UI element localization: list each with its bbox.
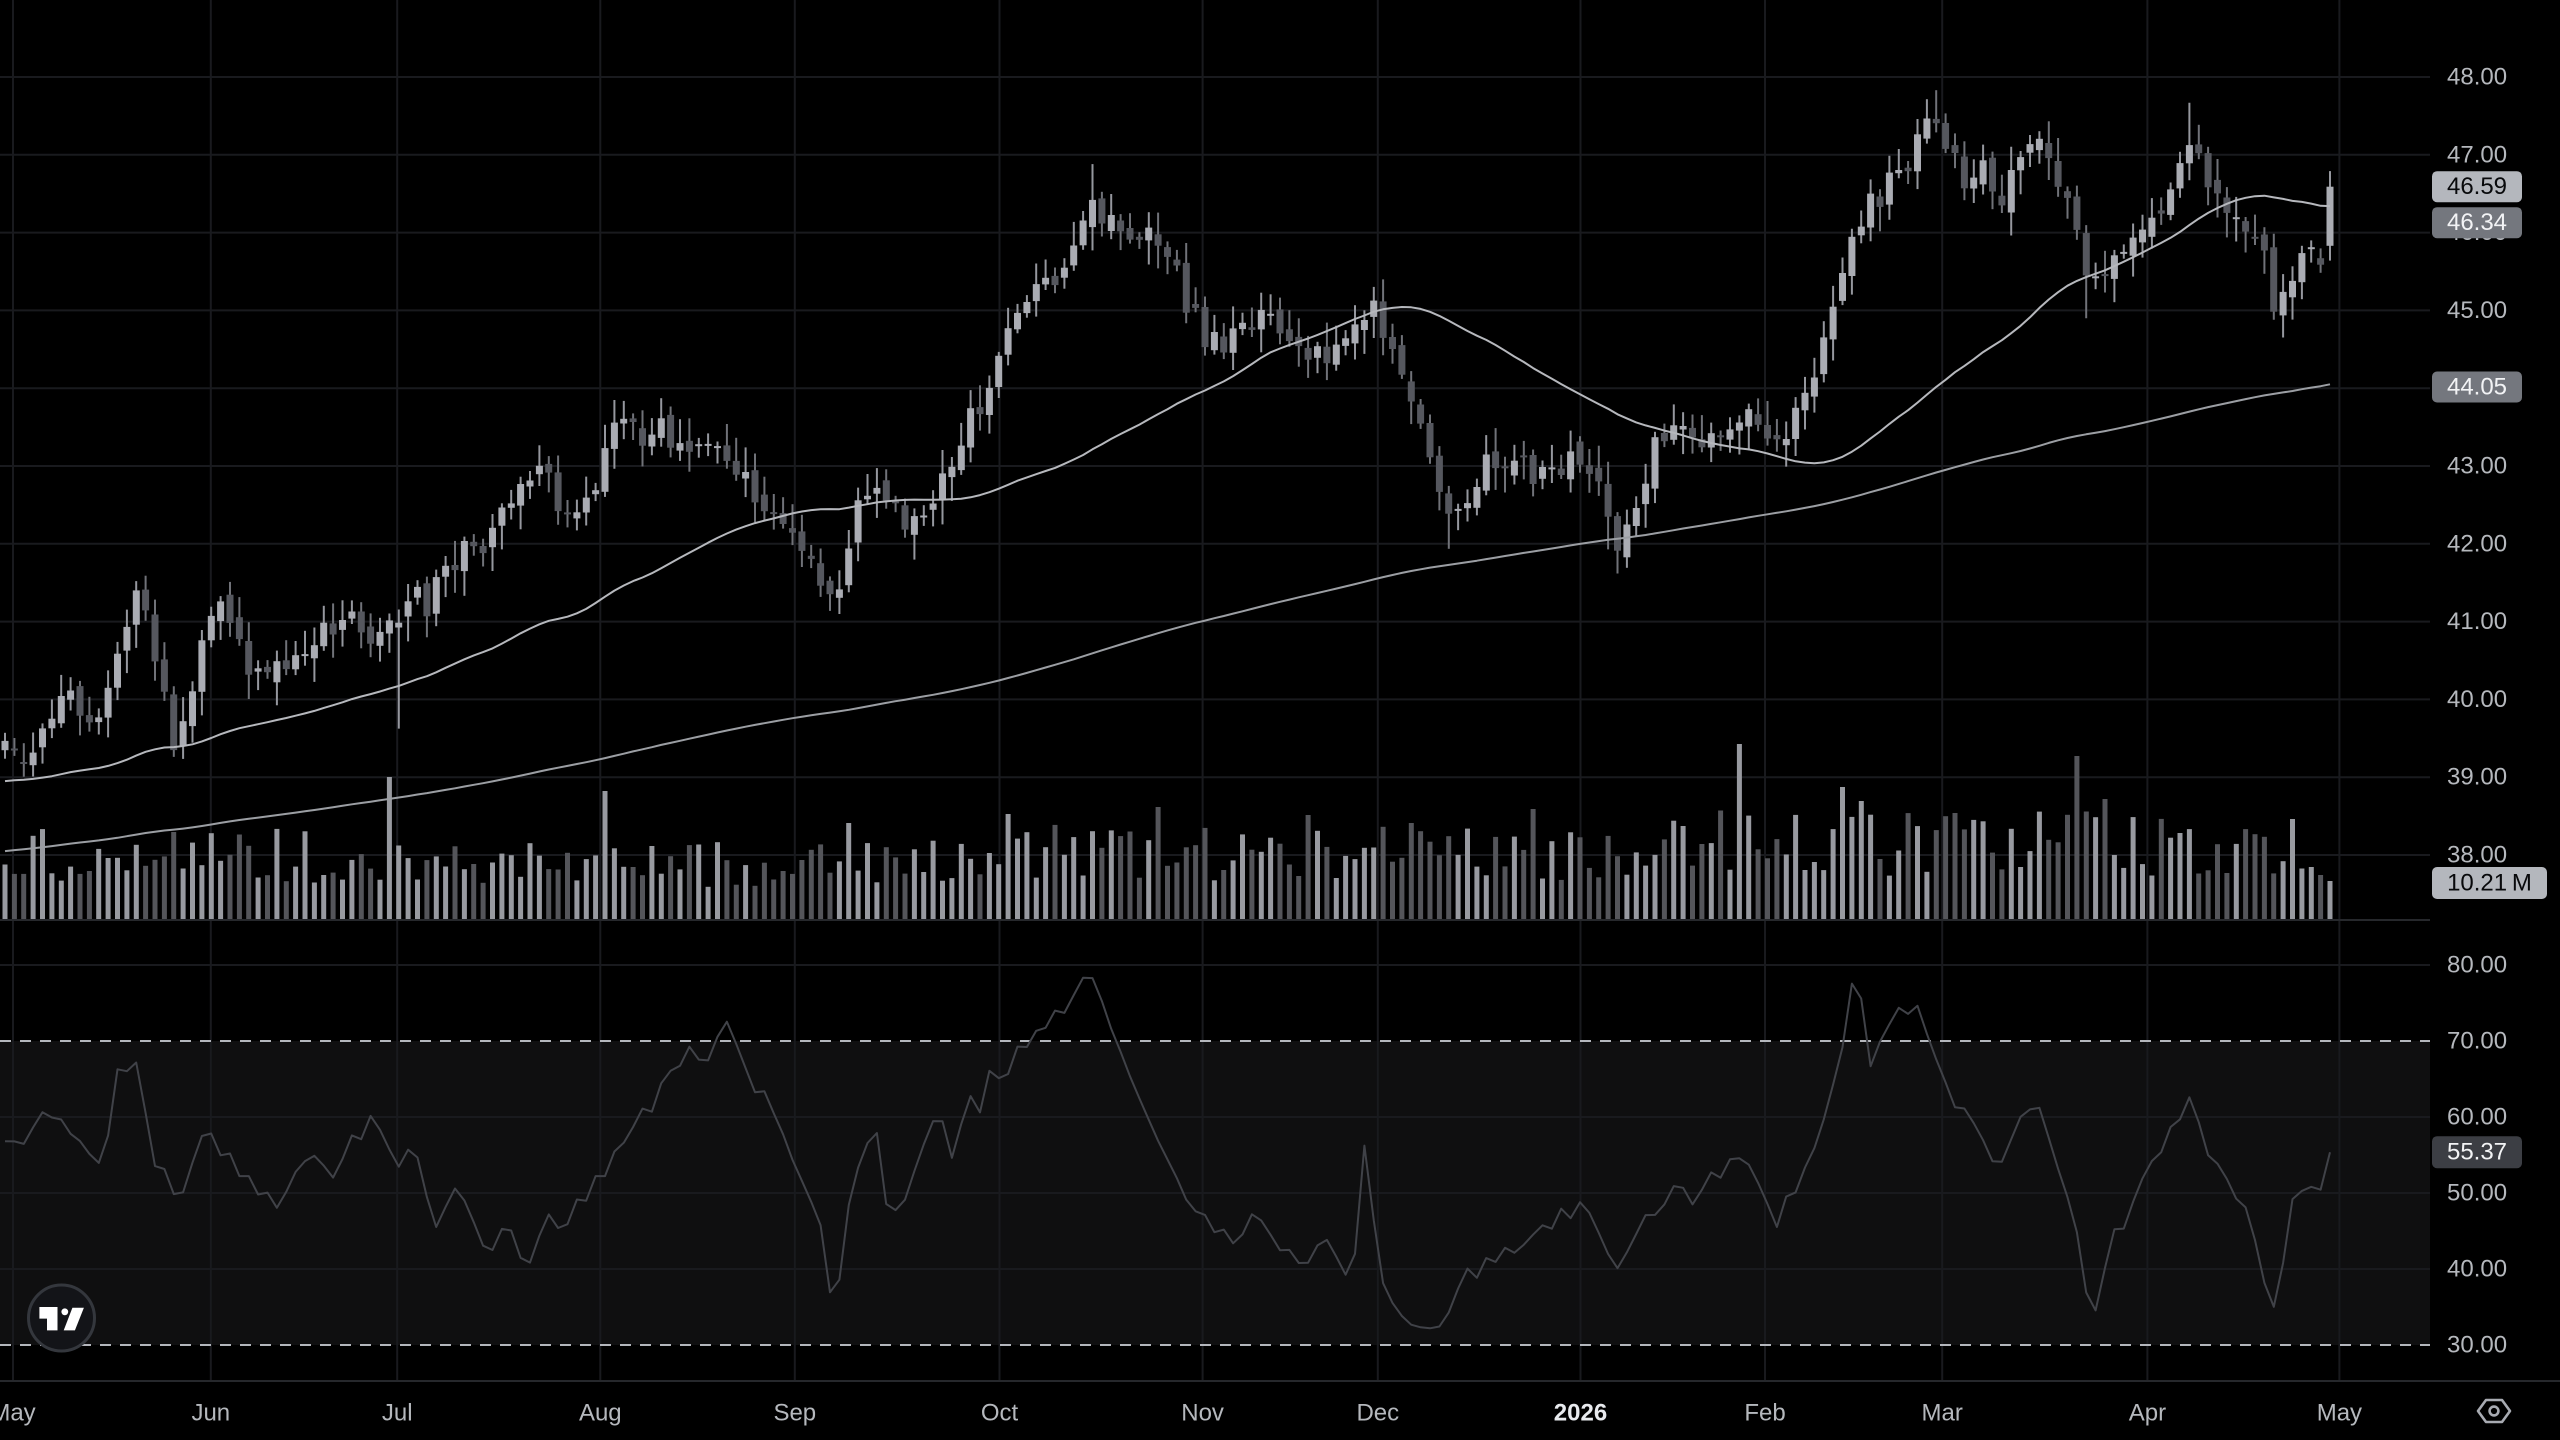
svg-text:46.59: 46.59 <box>2447 173 2507 200</box>
svg-text:80.00: 80.00 <box>2447 952 2507 979</box>
svg-text:Mar: Mar <box>1922 1400 1963 1427</box>
svg-text:44.05: 44.05 <box>2447 374 2507 401</box>
svg-text:45.00: 45.00 <box>2447 297 2507 324</box>
svg-text:39.00: 39.00 <box>2447 764 2507 791</box>
svg-text:Nov: Nov <box>1181 1400 1224 1427</box>
svg-text:Oct: Oct <box>981 1400 1019 1427</box>
svg-text:Apr: Apr <box>2129 1400 2166 1427</box>
svg-text:43.00: 43.00 <box>2447 453 2507 480</box>
svg-text:55.37: 55.37 <box>2447 1139 2507 1166</box>
svg-text:48.00: 48.00 <box>2447 64 2507 91</box>
svg-text:40.00: 40.00 <box>2447 686 2507 713</box>
svg-text:60.00: 60.00 <box>2447 1104 2507 1131</box>
svg-text:10.21 M: 10.21 M <box>2447 870 2532 897</box>
svg-text:30.00: 30.00 <box>2447 1332 2507 1359</box>
svg-text:Aug: Aug <box>579 1400 622 1427</box>
svg-text:May: May <box>0 1400 36 1427</box>
svg-text:47.00: 47.00 <box>2447 141 2507 168</box>
svg-text:50.00: 50.00 <box>2447 1180 2507 1207</box>
svg-text:46.34: 46.34 <box>2447 209 2507 236</box>
svg-text:38.00: 38.00 <box>2447 842 2507 869</box>
svg-text:Sep: Sep <box>773 1400 816 1427</box>
svg-text:42.00: 42.00 <box>2447 530 2507 557</box>
svg-text:2026: 2026 <box>1554 1400 1607 1427</box>
svg-text:70.00: 70.00 <box>2447 1028 2507 1055</box>
svg-text:41.00: 41.00 <box>2447 608 2507 635</box>
svg-text:Feb: Feb <box>1744 1400 1785 1427</box>
svg-text:40.00: 40.00 <box>2447 1256 2507 1283</box>
svg-text:Jul: Jul <box>382 1400 413 1427</box>
svg-text:Jun: Jun <box>191 1400 230 1427</box>
svg-text:May: May <box>2317 1400 2362 1427</box>
svg-text:Dec: Dec <box>1356 1400 1399 1427</box>
